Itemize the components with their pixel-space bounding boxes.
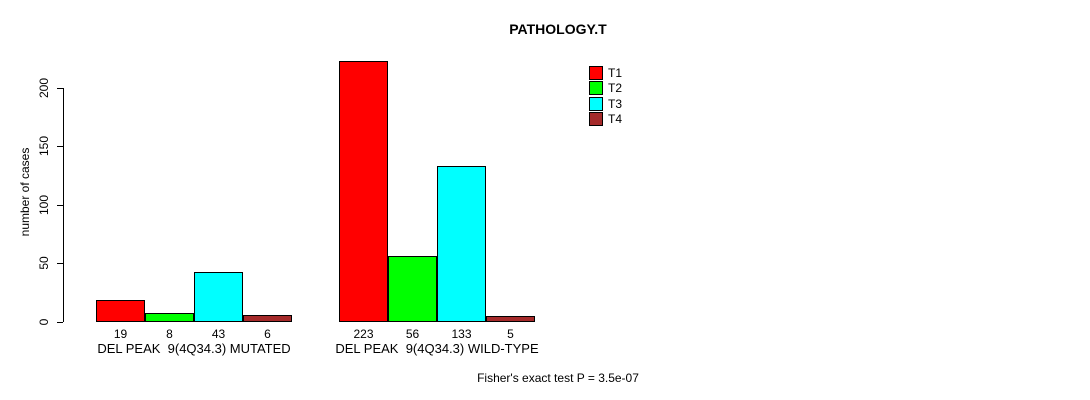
bar-T3-group1 bbox=[194, 272, 243, 322]
legend-label: T2 bbox=[608, 81, 623, 96]
category-label: DEL PEAK 9(4Q34.3) MUTATED bbox=[97, 341, 291, 356]
bar-value-label: 43 bbox=[211, 327, 226, 341]
bar-value-label: 133 bbox=[451, 327, 472, 341]
bar-T1-group1 bbox=[96, 300, 145, 322]
bar-T1-group2 bbox=[339, 61, 388, 322]
y-tick-label: 200 bbox=[37, 77, 51, 98]
legend-swatch-T4 bbox=[589, 112, 603, 127]
bar-value-label: 5 bbox=[507, 327, 514, 341]
category-label: DEL PEAK 9(4Q34.3) WILD-TYPE bbox=[335, 341, 539, 356]
legend-item-T3: T3 bbox=[589, 96, 623, 111]
bar-value-label: 56 bbox=[405, 327, 420, 341]
bar-T2-group1 bbox=[145, 313, 194, 322]
y-tick-label: 0 bbox=[37, 318, 51, 326]
y-axis-line bbox=[63, 88, 64, 322]
annotation-text: Fisher's exact test P = 3.5e-07 bbox=[477, 371, 639, 385]
chart-title: PATHOLOGY.T bbox=[509, 21, 607, 37]
legend-item-T2: T2 bbox=[589, 81, 623, 96]
bar-value-label: 8 bbox=[166, 327, 173, 341]
bar-value-label: 19 bbox=[113, 327, 128, 341]
y-tick-mark bbox=[57, 87, 63, 89]
bar-T2-group2 bbox=[388, 256, 437, 322]
y-tick-mark bbox=[57, 146, 63, 148]
bar-value-label: 223 bbox=[353, 327, 374, 341]
y-axis-title: number of cases bbox=[18, 147, 32, 237]
y-tick-label: 150 bbox=[37, 136, 51, 157]
legend-label: T1 bbox=[608, 66, 623, 80]
bar-T4-group2 bbox=[486, 316, 535, 322]
y-tick-mark bbox=[57, 322, 63, 323]
y-tick-mark bbox=[57, 263, 63, 265]
bar-T4-group1 bbox=[243, 315, 292, 322]
y-tick-label: 100 bbox=[37, 194, 51, 215]
legend-swatch-T3 bbox=[589, 96, 603, 111]
y-tick-mark bbox=[57, 204, 63, 206]
y-tick-label: 50 bbox=[37, 256, 51, 271]
legend-item-T1: T1 bbox=[589, 66, 622, 80]
legend-label: T4 bbox=[608, 112, 623, 127]
legend-item-T4: T4 bbox=[589, 112, 623, 127]
bar-value-label: 6 bbox=[264, 327, 271, 341]
legend-swatch-T1 bbox=[589, 66, 603, 80]
bar-T3-group2 bbox=[437, 166, 486, 322]
legend-label: T3 bbox=[608, 96, 623, 111]
legend-swatch-T2 bbox=[589, 81, 603, 96]
